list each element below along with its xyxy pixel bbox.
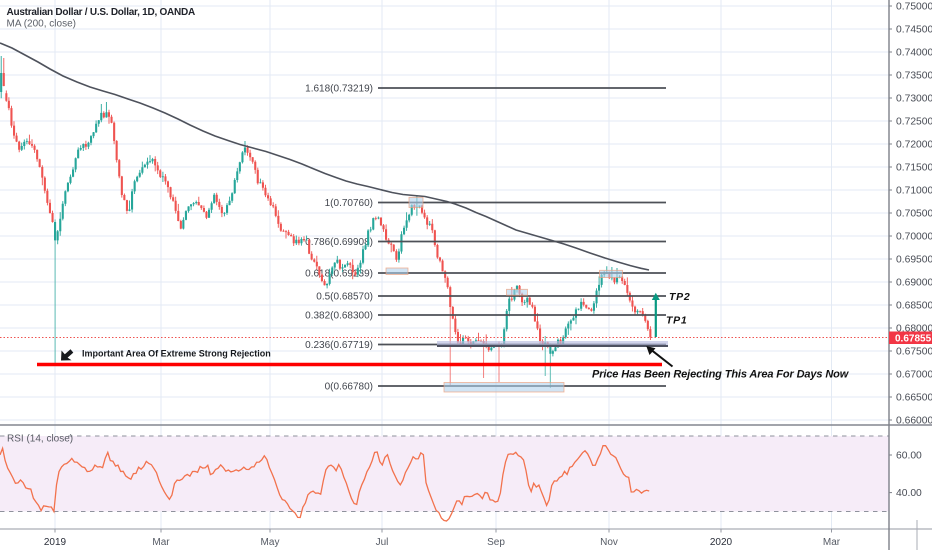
svg-text:TP1: TP1 — [666, 315, 687, 327]
svg-text:0.75000: 0.75000 — [896, 2, 932, 13]
svg-text:0.618(0.69239): 0.618(0.69239) — [305, 269, 373, 280]
svg-text:0.74500: 0.74500 — [896, 25, 932, 36]
svg-text:Mar: Mar — [152, 537, 170, 548]
svg-text:1(0.70760): 1(0.70760) — [325, 198, 373, 209]
svg-text:2020: 2020 — [710, 537, 733, 548]
svg-text:0.5(0.68570): 0.5(0.68570) — [316, 292, 373, 303]
svg-text:0.236(0.67719): 0.236(0.67719) — [305, 340, 373, 351]
svg-text:0.68500: 0.68500 — [896, 301, 932, 312]
svg-text:40.00: 40.00 — [896, 488, 922, 499]
svg-text:Jul: Jul — [376, 537, 389, 548]
svg-text:MA (200, close): MA (200, close) — [7, 18, 76, 29]
svg-text:RSI (14, close): RSI (14, close) — [7, 433, 73, 444]
svg-text:0.72000: 0.72000 — [896, 140, 932, 151]
svg-text:Important Area Of Extreme: Important Area Of Extreme Strong Rejecti… — [82, 349, 271, 359]
svg-text:60.00: 60.00 — [896, 451, 922, 462]
svg-text:0.68000: 0.68000 — [896, 324, 932, 335]
svg-text:Mar: Mar — [823, 537, 841, 548]
svg-text:1.618(0.73219): 1.618(0.73219) — [305, 84, 373, 95]
svg-text:0.67855: 0.67855 — [895, 334, 932, 345]
svg-text:0(0.66780): 0(0.66780) — [325, 382, 373, 393]
svg-text:0.67000: 0.67000 — [896, 370, 932, 381]
svg-text:0.67500: 0.67500 — [896, 347, 932, 358]
svg-text:0.73500: 0.73500 — [896, 71, 932, 82]
svg-text:0.73000: 0.73000 — [896, 94, 932, 105]
svg-text:Nov: Nov — [600, 537, 618, 548]
svg-text:0.69000: 0.69000 — [896, 278, 932, 289]
svg-text:TP2: TP2 — [669, 291, 690, 303]
svg-text:0.72500: 0.72500 — [896, 117, 932, 128]
svg-text:0.69500: 0.69500 — [896, 255, 932, 266]
svg-text:May: May — [261, 537, 280, 548]
svg-text:0.66500: 0.66500 — [896, 393, 932, 404]
svg-text:0.71000: 0.71000 — [896, 186, 932, 197]
svg-text:2019: 2019 — [44, 537, 67, 548]
svg-text:Australian Dollar / U.S. Dolla: Australian Dollar / U.S. Dollar, 1D, OAN… — [7, 7, 195, 18]
svg-text:0.382(0.68300): 0.382(0.68300) — [305, 311, 373, 322]
svg-text:0.71500: 0.71500 — [896, 163, 932, 174]
svg-text:0.66000: 0.66000 — [896, 416, 932, 427]
svg-text:0.74000: 0.74000 — [896, 48, 932, 59]
svg-text:0.786(0.69908): 0.786(0.69908) — [305, 237, 373, 248]
svg-text:Price Has Been Rejecting This: Price Has Been Rejecting This Area For D… — [592, 369, 850, 381]
svg-text:0.70000: 0.70000 — [896, 232, 932, 243]
svg-text:Sep: Sep — [487, 537, 505, 548]
svg-text:0.70500: 0.70500 — [896, 209, 932, 220]
